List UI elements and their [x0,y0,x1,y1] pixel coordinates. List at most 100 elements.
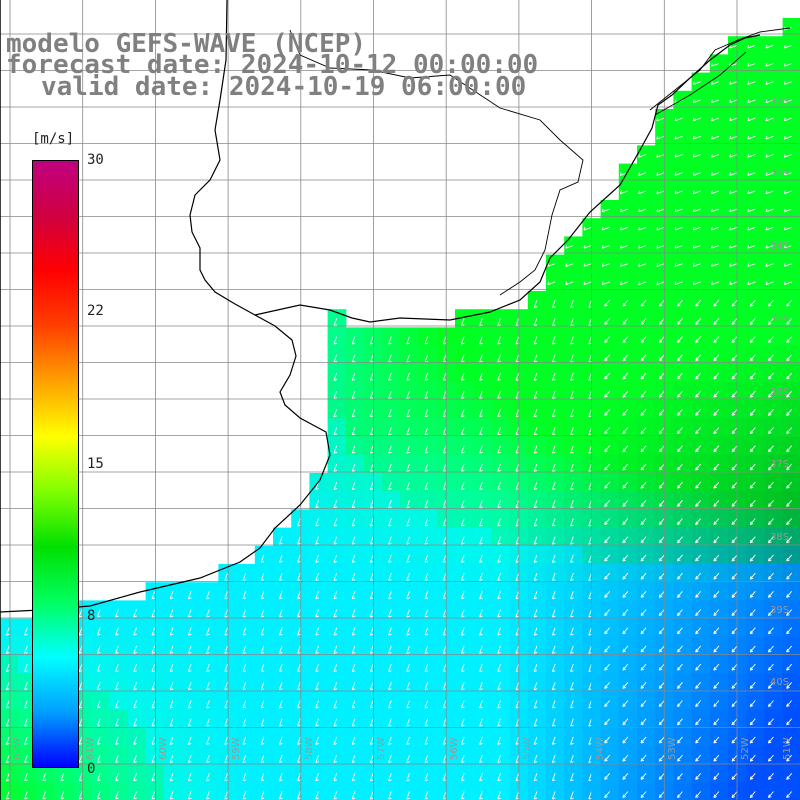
wind-arrow [479,500,483,509]
wind-arrow [533,627,538,636]
wind-arrow [151,682,156,691]
wind-arrow [278,554,283,563]
wind-cell [637,254,656,274]
wind-arrow [388,518,392,527]
wind-arrow [515,572,520,582]
wind-arrow [515,481,520,491]
wind-arrow [658,463,665,471]
lon-label: 60W [158,737,169,760]
wind-arrow [460,773,465,782]
wind-cell [236,782,256,800]
wind-arrow [479,463,483,472]
wind-arrow [333,791,338,800]
wind-arrow [479,609,483,618]
wind-arrow [206,591,210,600]
wind-arrow [676,682,683,689]
wind-arrow [619,208,629,213]
wind-arrow [747,281,756,286]
wind-arrow [551,299,556,309]
wind-arrow [406,663,410,673]
wind-arrow [424,409,429,418]
wind-arrow [315,609,319,618]
wind-arrow [533,445,538,454]
wind-arrow [619,281,629,286]
wind-arrow [479,627,483,636]
wind-arrow [551,427,556,436]
wind-arrow [479,409,483,418]
wind-arrow [570,554,574,563]
wind-arrow [224,773,228,782]
wind-arrow [206,718,210,727]
wind-arrow [767,336,774,344]
wind-arrow [786,500,793,507]
wind-arrow [424,518,429,527]
wind-arrow [315,554,319,563]
wind-arrow [533,463,538,472]
wind-arrow [640,718,647,726]
wind-arrow [786,445,793,453]
wind-arrow [765,281,774,286]
wind-arrow [369,536,374,545]
wind-arrow [674,190,683,195]
wind-arrow [767,663,774,671]
wind-arrow [406,682,410,691]
wind-arrow [710,190,720,195]
wind-arrow [388,354,392,363]
wind-cell [673,236,693,256]
wind-arrow [640,500,647,507]
wind-arrow [619,226,629,231]
wind-arrow [224,736,228,745]
wind-cell [746,72,765,92]
wind-arrow [604,299,611,307]
wind-arrow [369,718,374,727]
wind-arrow [786,536,793,544]
wind-arrow [658,700,665,708]
wind-arrow [747,63,756,67]
wind-arrow [533,645,538,654]
wind-cell [709,200,729,219]
wind-arrow [710,135,720,140]
wind-arrow [695,427,702,435]
wind-arrow [497,390,501,400]
wind-arrow [622,336,629,344]
wind-arrow [333,554,338,563]
wind-arrow [388,536,392,545]
wind-arrow [278,609,283,618]
wind-arrow [515,773,520,782]
wind-arrow [622,299,629,307]
wind-cell [618,218,638,237]
wind-arrow [351,481,356,491]
wind-arrow [479,336,483,345]
wind-cell [691,782,711,800]
wind-arrow [731,372,738,380]
wind-arrow [570,536,574,545]
wind-arrow [731,427,738,435]
wind-arrow [533,773,538,782]
lon-label: 53W [667,737,678,760]
wind-cell [18,782,37,800]
wind-arrow [297,609,301,618]
wind-arrow [551,445,556,454]
wind-arrow [187,591,192,600]
wind-arrow [695,500,702,507]
wind-arrow [442,518,447,527]
wind-arrow [713,427,720,435]
wind-arrow [676,318,683,325]
wind-arrow [333,409,338,418]
wind-arrow [604,390,611,398]
wind-arrow [242,591,247,600]
wind-arrow [638,208,647,213]
wind-arrow [710,154,720,158]
wind-arrow [695,627,702,635]
wind-arrow [692,281,701,286]
wind-arrow [351,663,356,673]
wind-arrow [351,500,356,509]
wind-arrow [570,372,574,381]
wind-arrow [551,754,556,764]
wind-arrow [533,390,538,400]
wind-arrow [713,645,720,653]
wind-arrow [351,354,356,363]
wind-arrow [351,572,356,582]
wind-arrow [442,427,447,436]
